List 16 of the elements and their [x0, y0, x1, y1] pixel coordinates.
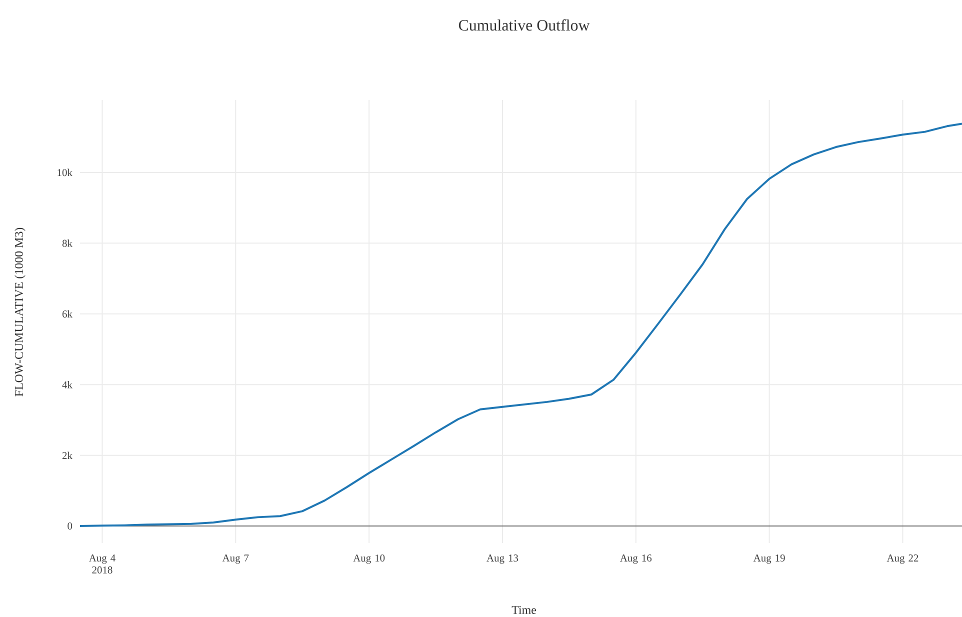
y-tick-label: 8k	[62, 240, 72, 247]
y-tick-label: 6k	[62, 310, 72, 318]
x-tick-label: Aug 13	[486, 554, 518, 564]
x-tick-label: Aug 19	[753, 554, 785, 564]
y-tick-label: 0	[68, 522, 72, 530]
y-axis-title: FLOW-CUMULATIVE (1000 M3)	[14, 228, 26, 396]
y-tick-label: 10k	[58, 168, 72, 176]
x-tick-label: Aug 7	[222, 554, 249, 564]
x-tick-label: Aug 10	[353, 554, 385, 564]
chart-title: Cumulative Outflow	[458, 19, 590, 31]
y-tick-label: 2k	[62, 452, 72, 459]
y-tick-label: 4k	[62, 380, 72, 388]
x-tick-label: Aug 22	[886, 554, 918, 564]
x-tick-label: Aug 4 2018	[88, 554, 116, 574]
x-axis-title: Time	[512, 606, 536, 614]
x-tick-label: Aug 16	[620, 554, 652, 564]
